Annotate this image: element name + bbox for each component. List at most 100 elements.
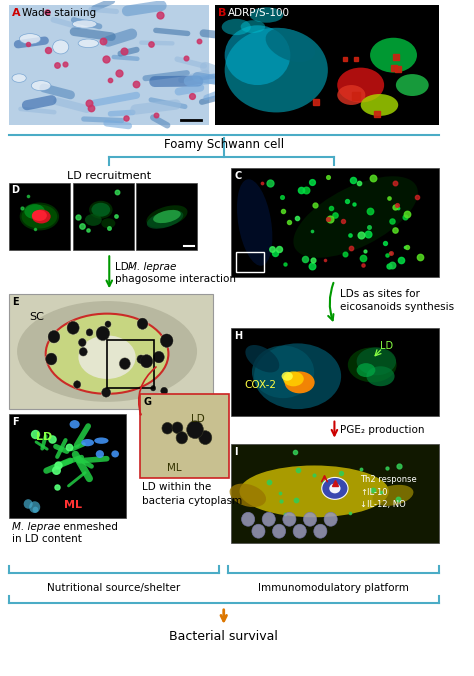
Ellipse shape: [293, 176, 418, 258]
Ellipse shape: [91, 203, 110, 217]
Ellipse shape: [163, 406, 216, 449]
Circle shape: [273, 524, 286, 538]
Bar: [9, 414, 126, 518]
Ellipse shape: [396, 74, 428, 96]
Circle shape: [324, 512, 337, 526]
Circle shape: [86, 329, 93, 336]
Text: PGE₂ production: PGE₂ production: [340, 425, 425, 435]
Ellipse shape: [21, 205, 57, 228]
Ellipse shape: [101, 218, 115, 228]
Bar: [9, 5, 209, 125]
Ellipse shape: [237, 179, 273, 266]
Ellipse shape: [96, 450, 104, 458]
Text: E: E: [12, 297, 18, 307]
Bar: [231, 168, 438, 277]
Ellipse shape: [149, 400, 220, 464]
Text: C: C: [234, 171, 241, 180]
Text: A: A: [12, 8, 20, 18]
Ellipse shape: [111, 450, 119, 458]
Ellipse shape: [24, 204, 45, 219]
Text: LD within the
bacteria cytoplasm: LD within the bacteria cytoplasm: [142, 483, 242, 506]
Circle shape: [137, 318, 148, 329]
Text: Wade staining: Wade staining: [22, 8, 96, 18]
Text: H: H: [234, 331, 242, 341]
Ellipse shape: [283, 371, 304, 387]
Ellipse shape: [89, 201, 112, 219]
Ellipse shape: [285, 371, 315, 393]
Text: enmeshed: enmeshed: [61, 523, 118, 532]
Ellipse shape: [20, 203, 59, 231]
Circle shape: [67, 322, 79, 334]
Ellipse shape: [153, 210, 181, 223]
Ellipse shape: [225, 25, 291, 85]
Ellipse shape: [70, 420, 80, 429]
Ellipse shape: [337, 68, 384, 103]
Circle shape: [24, 499, 33, 509]
Text: phagosome interaction: phagosome interaction: [115, 274, 236, 283]
Ellipse shape: [32, 210, 47, 221]
Bar: [231, 443, 438, 543]
Circle shape: [102, 388, 110, 397]
Ellipse shape: [265, 28, 315, 62]
Ellipse shape: [72, 20, 97, 28]
Text: F: F: [12, 416, 18, 427]
Text: LD biogenesis: LD biogenesis: [296, 171, 374, 180]
Circle shape: [46, 353, 57, 365]
Ellipse shape: [146, 206, 188, 228]
Bar: [236, 252, 264, 272]
Bar: [9, 294, 213, 409]
Text: ML: ML: [64, 500, 82, 510]
Circle shape: [151, 385, 156, 391]
Circle shape: [162, 422, 173, 434]
Circle shape: [73, 381, 81, 388]
Ellipse shape: [348, 347, 397, 382]
Text: D: D: [11, 185, 19, 195]
Ellipse shape: [239, 466, 389, 517]
Text: in LD content: in LD content: [12, 534, 82, 544]
Ellipse shape: [46, 314, 168, 394]
Circle shape: [252, 524, 265, 538]
Ellipse shape: [370, 38, 417, 72]
Circle shape: [154, 352, 164, 363]
Ellipse shape: [222, 19, 251, 35]
Ellipse shape: [250, 7, 283, 23]
Ellipse shape: [31, 80, 51, 91]
Circle shape: [29, 502, 40, 513]
Circle shape: [79, 339, 86, 347]
Ellipse shape: [17, 301, 197, 402]
Text: LD: LD: [380, 341, 393, 351]
Ellipse shape: [12, 74, 26, 82]
Ellipse shape: [85, 214, 102, 226]
Text: G: G: [143, 397, 151, 407]
Text: Foamy Schwann cell: Foamy Schwann cell: [164, 138, 284, 151]
Ellipse shape: [254, 343, 341, 409]
Bar: [215, 5, 438, 125]
Circle shape: [187, 421, 203, 439]
Ellipse shape: [94, 437, 109, 444]
Ellipse shape: [329, 483, 340, 493]
Circle shape: [303, 512, 317, 526]
Text: ML: ML: [167, 464, 182, 473]
Text: Nutritional source/shelter: Nutritional source/shelter: [47, 583, 181, 593]
Circle shape: [283, 512, 296, 526]
Circle shape: [137, 355, 145, 364]
Circle shape: [314, 524, 327, 538]
Circle shape: [105, 321, 111, 327]
Ellipse shape: [147, 210, 183, 228]
Ellipse shape: [366, 366, 394, 386]
Text: LDs as sites for
eicosanoids synthesis: LDs as sites for eicosanoids synthesis: [340, 289, 454, 312]
Text: SC: SC: [29, 312, 45, 322]
Circle shape: [48, 331, 60, 343]
Text: LD: LD: [191, 414, 205, 424]
Circle shape: [161, 387, 168, 395]
Ellipse shape: [78, 39, 99, 47]
Circle shape: [262, 512, 275, 526]
Text: B: B: [218, 8, 227, 18]
Text: LD recruitment: LD recruitment: [67, 171, 151, 180]
Bar: [9, 183, 70, 250]
Ellipse shape: [225, 28, 328, 112]
Circle shape: [79, 347, 87, 356]
Ellipse shape: [81, 439, 94, 446]
Text: LD: LD: [36, 431, 52, 441]
Ellipse shape: [356, 363, 375, 377]
